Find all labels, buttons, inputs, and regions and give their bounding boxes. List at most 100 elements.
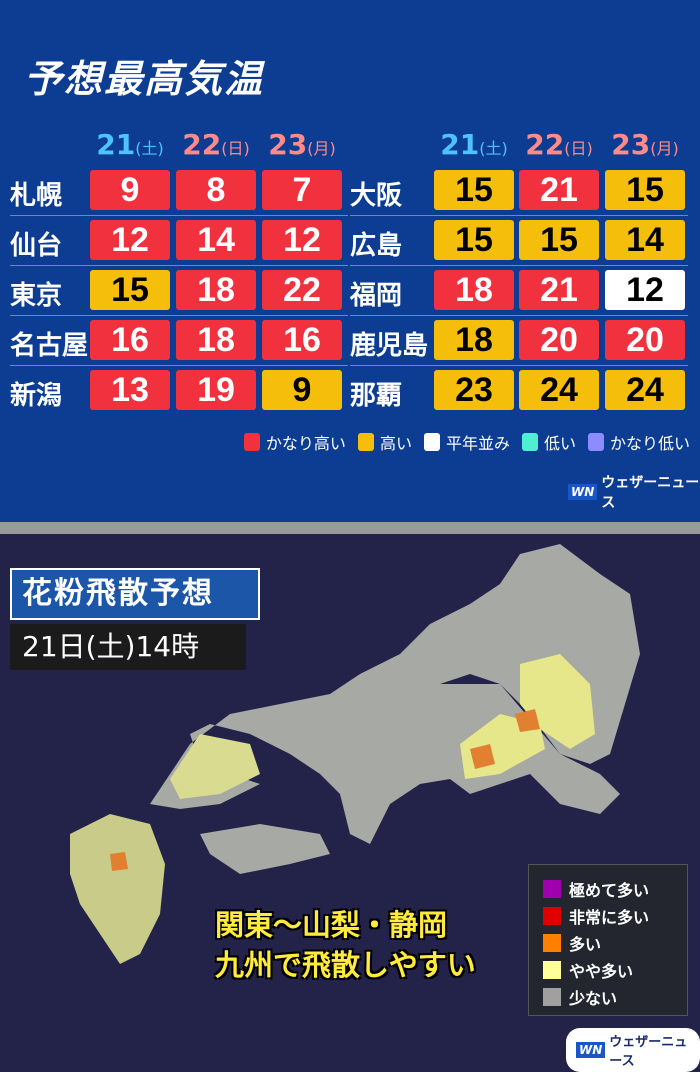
row-divider xyxy=(350,265,688,266)
note-line: 関東〜山梨・静岡 xyxy=(215,908,448,942)
legend-label: 非常に多い xyxy=(569,907,650,927)
temperature-cell: 23 xyxy=(434,370,514,410)
legend-label: 少ない xyxy=(569,988,618,1008)
pollen-high-spot xyxy=(470,744,495,769)
temperature-cell: 15 xyxy=(434,170,514,210)
city-name: 名古屋 xyxy=(10,331,89,361)
city-name: 札幌 xyxy=(10,181,63,211)
legend-item: 極めて多い xyxy=(543,875,687,902)
row-divider xyxy=(350,315,688,316)
wn-logo-icon: WN xyxy=(576,1042,606,1058)
temperature-cell: 19 xyxy=(176,370,256,410)
day-number: 23 xyxy=(611,128,651,161)
temperature-cell: 7 xyxy=(262,170,342,210)
note-line: 九州で飛散しやすい xyxy=(215,948,476,982)
legend-item: 高い xyxy=(357,430,412,454)
brand-name: ウェザーニュース xyxy=(609,1035,688,1069)
legend-label: かなり低い xyxy=(609,434,690,453)
day-of-week: (土) xyxy=(135,139,164,158)
day-header: 22(日) xyxy=(519,128,599,161)
day-number: 21 xyxy=(440,128,480,161)
legend-label: 低い xyxy=(543,434,576,453)
temperature-cell: 14 xyxy=(176,220,256,260)
pollen-high-spot xyxy=(515,709,540,732)
temperature-cell: 22 xyxy=(262,270,342,310)
temperature-cell: 12 xyxy=(262,220,342,260)
temperature-cell: 18 xyxy=(176,270,256,310)
landmass-honshu xyxy=(150,654,620,844)
temperature-panel xyxy=(0,0,700,522)
temperature-cell: 13 xyxy=(90,370,170,410)
legend-item: 非常に多い xyxy=(543,902,687,929)
legend-item: 多い xyxy=(543,929,687,956)
temperature-cell: 15 xyxy=(434,220,514,260)
temperature-cell: 18 xyxy=(434,320,514,360)
day-of-week: (月) xyxy=(307,139,336,158)
city-name: 福岡 xyxy=(350,281,403,311)
temperature-cell: 9 xyxy=(90,170,170,210)
temperature-cell: 15 xyxy=(90,270,170,310)
pollen-time: 21日(土)14時 xyxy=(10,624,246,670)
legend-swatch xyxy=(423,433,440,451)
temperature-cell: 20 xyxy=(605,320,685,360)
day-number: 22 xyxy=(182,128,222,161)
legend-item: 平年並み xyxy=(423,430,510,454)
pollen-high-spot xyxy=(110,852,128,871)
legend-item: かなり高い xyxy=(243,430,346,454)
temperature-cell: 18 xyxy=(176,320,256,360)
day-of-week: (月) xyxy=(650,139,679,158)
legend-item: やや多い xyxy=(543,956,687,983)
legend-label: かなり高い xyxy=(265,434,346,453)
legend-swatch xyxy=(543,933,561,952)
legend-item: 低い xyxy=(521,430,576,454)
temperature-cell: 12 xyxy=(605,270,685,310)
brand-logo: WN ウェザーニュース xyxy=(566,1028,700,1072)
day-of-week: (日) xyxy=(221,139,250,158)
row-divider xyxy=(350,365,688,366)
day-of-week: (日) xyxy=(564,139,593,158)
pollen-legend: 極めて多い非常に多い多いやや多い少ない xyxy=(528,864,688,1016)
row-divider xyxy=(10,215,348,216)
temperature-cell: 16 xyxy=(262,320,342,360)
city-name: 大阪 xyxy=(350,181,403,211)
legend-item: かなり低い xyxy=(587,430,690,454)
legend-label: やや多い xyxy=(569,961,634,981)
legend-label: 多い xyxy=(569,934,602,954)
row-divider xyxy=(350,215,688,216)
landmass-shikoku xyxy=(200,824,330,874)
landmass-kyushu xyxy=(70,814,165,964)
temperature-cell: 12 xyxy=(90,220,170,260)
temperature-cell: 15 xyxy=(605,170,685,210)
divider xyxy=(0,522,700,534)
temperature-cell: 24 xyxy=(605,370,685,410)
legend-swatch xyxy=(543,987,561,1006)
temperature-legend: かなり高い 高い 平年並み 低い かなり低い xyxy=(243,430,690,454)
temperature-cell: 9 xyxy=(262,370,342,410)
legend-swatch xyxy=(543,879,561,898)
row-divider xyxy=(10,315,348,316)
temperature-cell: 20 xyxy=(519,320,599,360)
day-header: 23(月) xyxy=(605,128,685,161)
city-name: 新潟 xyxy=(10,381,63,411)
temperature-cell: 18 xyxy=(434,270,514,310)
legend-swatch xyxy=(357,433,374,451)
temperature-cell: 21 xyxy=(519,270,599,310)
temperature-cell: 24 xyxy=(519,370,599,410)
city-name: 鹿児島 xyxy=(350,331,429,361)
pollen-note: 関東〜山梨・静岡 九州で飛散しやすい xyxy=(215,905,476,985)
legend-item: 少ない xyxy=(543,983,687,1010)
pollen-map xyxy=(70,544,640,964)
wn-logo-icon: WN xyxy=(568,484,598,500)
day-of-week: (土) xyxy=(479,139,508,158)
city-name: 仙台 xyxy=(10,231,63,261)
legend-label: 高い xyxy=(379,434,412,453)
page-title: 予想最高気温 xyxy=(24,57,265,101)
legend-swatch xyxy=(587,433,604,451)
day-number: 21 xyxy=(96,128,136,161)
row-divider xyxy=(10,265,348,266)
day-number: 22 xyxy=(525,128,565,161)
day-number: 23 xyxy=(268,128,308,161)
day-header: 22(日) xyxy=(176,128,256,161)
legend-swatch xyxy=(521,433,538,451)
brand-name: ウェザーニュース xyxy=(601,475,700,511)
